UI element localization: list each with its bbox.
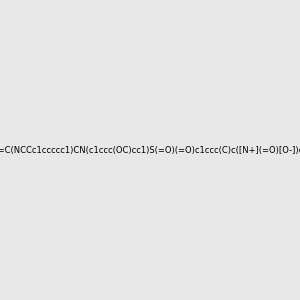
Text: O=C(NCCc1ccccc1)CN(c1ccc(OC)cc1)S(=O)(=O)c1ccc(C)c([N+](=O)[O-])c1: O=C(NCCc1ccccc1)CN(c1ccc(OC)cc1)S(=O)(=O… [0, 146, 300, 154]
